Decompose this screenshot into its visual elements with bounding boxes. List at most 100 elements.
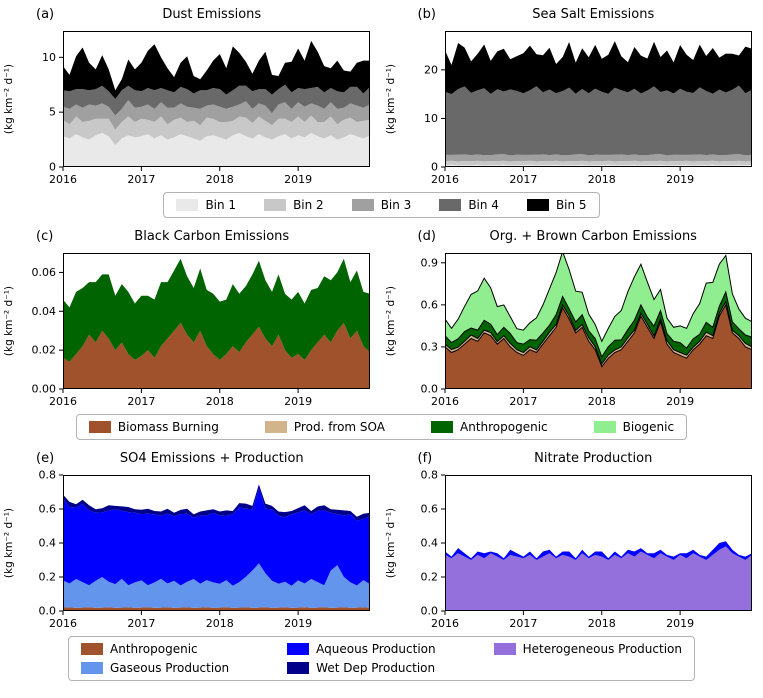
plot-area: (kg km⁻² d⁻¹) 0 10 20 2016 2017 2018 2019 xyxy=(382,26,763,188)
plot-area: (kg km⁻² d⁻¹) 0.0 0.2 0.4 0.6 0.8 2016 2017 201… xyxy=(382,470,763,632)
y-axis-label: (kg km⁻² d⁻¹) xyxy=(384,507,397,579)
legend-item: Gaseous Production xyxy=(81,661,229,675)
plot-area: (kg km⁻² d⁻¹) 0.0 0.2 0.4 0.6 0.8 2016 2017 201… xyxy=(0,470,382,632)
panel-letter: (d) xyxy=(417,229,436,244)
svg-text:2016: 2016 xyxy=(49,173,77,186)
panel-title: Org. + Brown Carbon Emissions xyxy=(489,229,697,244)
svg-text:2016: 2016 xyxy=(431,617,459,630)
svg-text:2019: 2019 xyxy=(666,617,694,630)
y-axis-label: (kg km⁻² d⁻¹) xyxy=(3,285,15,357)
legend-label: Gaseous Production xyxy=(110,661,230,675)
legend-item: Bin 5 xyxy=(526,198,587,212)
panel-letter: (b) xyxy=(417,7,436,22)
legend-label: Biomass Burning xyxy=(117,420,219,434)
legend-item: Bin 3 xyxy=(351,198,412,212)
panel-header: (e) SO4 Emissions + Production xyxy=(0,449,382,470)
legend-swatch xyxy=(493,643,516,655)
panel-title: Dust Emissions xyxy=(162,7,262,22)
svg-text:0.00: 0.00 xyxy=(32,383,57,396)
legend-label: Wet Dep Production xyxy=(316,661,436,675)
svg-text:2016: 2016 xyxy=(49,395,77,408)
legend-label: Bin 2 xyxy=(293,198,324,212)
legend-item: Bin 4 xyxy=(439,198,499,212)
legend-item: Anthropogenic xyxy=(81,642,229,656)
plot-area: (kg km⁻² d⁻¹) 0.0 0.3 0.6 0.9 2016 2017 2018 20… xyxy=(382,248,763,410)
svg-text:10: 10 xyxy=(42,51,56,64)
legend-size-bins: Bin 1 Bin 2 Bin 3 Bin 4 Bin 5 xyxy=(163,192,600,218)
panel-nitrate: (f) Nitrate Production (kg km⁻² d⁻¹) 0.0… xyxy=(382,449,763,632)
legend-swatch xyxy=(264,199,287,211)
chart-row-2: (c) Black Carbon Emissions (kg km⁻² d⁻¹)… xyxy=(0,227,763,410)
svg-text:2016: 2016 xyxy=(431,173,459,186)
legend-label: Biogenic xyxy=(622,420,675,434)
panel-letter: (f) xyxy=(417,451,433,466)
legend-swatch xyxy=(287,643,310,655)
panel-title: Black Carbon Emissions xyxy=(134,229,290,244)
svg-text:0.2: 0.2 xyxy=(420,571,438,584)
svg-text:2018: 2018 xyxy=(206,617,234,630)
legend-label: Bin 1 xyxy=(205,198,237,212)
svg-text:2018: 2018 xyxy=(206,173,234,186)
svg-text:2018: 2018 xyxy=(587,173,615,186)
svg-text:2018: 2018 xyxy=(587,395,615,408)
svg-text:2019: 2019 xyxy=(284,617,312,630)
svg-text:2017: 2017 xyxy=(509,173,537,186)
organic-brown-carbon-emissions-chart: 0.0 0.3 0.6 0.9 2016 2017 2018 2019 xyxy=(420,253,752,408)
svg-text:0.6: 0.6 xyxy=(39,503,57,516)
dust-emissions-chart: 0 5 10 2016 2017 2018 2019 xyxy=(42,31,370,186)
svg-text:2018: 2018 xyxy=(587,617,615,630)
panel-header: (c) Black Carbon Emissions xyxy=(0,227,382,248)
legend-swatch xyxy=(593,421,616,433)
legend-label: Bin 3 xyxy=(380,198,412,212)
svg-text:0.0: 0.0 xyxy=(420,383,438,396)
svg-text:0.6: 0.6 xyxy=(420,298,438,311)
legend-label: Anthropogenic xyxy=(460,420,548,434)
chart-row-3: (e) SO4 Emissions + Production (kg km⁻² … xyxy=(0,449,763,632)
legend-row-so4-nitrate: Anthropogenic Gaseous Production Aqueous P… xyxy=(0,636,763,681)
svg-text:20: 20 xyxy=(424,63,438,76)
legend-item: Aqueous Production xyxy=(287,642,436,656)
legend-carbon-sources: Biomass Burning Prod. from SOA Anthropogen… xyxy=(75,414,688,440)
svg-text:0.6: 0.6 xyxy=(420,503,438,516)
y-axis-label: (kg km⁻² d⁻¹) xyxy=(3,507,15,579)
so4-emissions-production-chart: 0.0 0.2 0.4 0.6 0.8 2016 2017 2018 2019 xyxy=(39,470,370,630)
y-axis-label: (kg km⁻² d⁻¹) xyxy=(384,63,397,135)
panel-letter: (a) xyxy=(36,7,55,22)
svg-text:0.9: 0.9 xyxy=(420,256,438,269)
legend-item: Bin 1 xyxy=(176,198,236,212)
y-axis-label: (kg km⁻² d⁻¹) xyxy=(3,63,15,135)
panel-sea-salt: (b) Sea Salt Emissions (kg km⁻² d⁻¹) 0 10… xyxy=(382,5,763,188)
panel-header: (b) Sea Salt Emissions xyxy=(382,5,763,26)
svg-text:2019: 2019 xyxy=(666,395,694,408)
svg-text:0.04: 0.04 xyxy=(32,305,57,318)
panel-black-carbon: (c) Black Carbon Emissions (kg km⁻² d⁻¹)… xyxy=(0,227,382,410)
legend-swatch xyxy=(431,421,453,433)
legend-label: Aqueous Production xyxy=(316,642,436,656)
legend-swatch xyxy=(351,199,374,211)
panel-organic-brown-carbon: (d) Org. + Brown Carbon Emissions (kg km… xyxy=(382,227,763,410)
legend-label: Anthropogenic xyxy=(110,642,198,656)
svg-text:0.0: 0.0 xyxy=(39,605,57,618)
legend-swatch xyxy=(439,199,462,211)
svg-text:0.0: 0.0 xyxy=(420,605,438,618)
legend-item: Wet Dep Production xyxy=(287,661,435,675)
svg-text:2018: 2018 xyxy=(206,395,234,408)
svg-text:0: 0 xyxy=(49,161,56,174)
svg-text:0.2: 0.2 xyxy=(39,571,57,584)
legend-item: Heterogeneous Production xyxy=(493,642,682,656)
plot-area: (kg km⁻² d⁻¹) 0.00 0.02 0.04 0.06 2016 2017 20… xyxy=(0,248,382,410)
svg-text:10: 10 xyxy=(424,112,438,125)
panel-dust: (a) Dust Emissions (kg km⁻² d⁻¹) 0 5 10 201… xyxy=(0,5,382,188)
black-carbon-emissions-chart: 0.00 0.02 0.04 0.06 2016 2017 2018 2019 xyxy=(32,253,370,408)
legend-swatch xyxy=(264,421,287,433)
svg-text:2016: 2016 xyxy=(49,617,77,630)
legend-swatch xyxy=(526,199,549,211)
panel-title: SO4 Emissions + Production xyxy=(119,451,304,466)
plot-area: (kg km⁻² d⁻¹) 0 5 10 2016 2017 2018 2019 xyxy=(0,26,382,188)
legend-item: Anthropogenic xyxy=(431,420,548,434)
panel-header: (f) Nitrate Production xyxy=(382,449,763,470)
svg-text:0.4: 0.4 xyxy=(39,537,57,550)
svg-text:0.8: 0.8 xyxy=(420,470,438,482)
nitrate-production-chart: 0.0 0.2 0.4 0.6 0.8 2016 2017 2018 2019 xyxy=(420,470,752,630)
svg-text:0.4: 0.4 xyxy=(420,537,438,550)
